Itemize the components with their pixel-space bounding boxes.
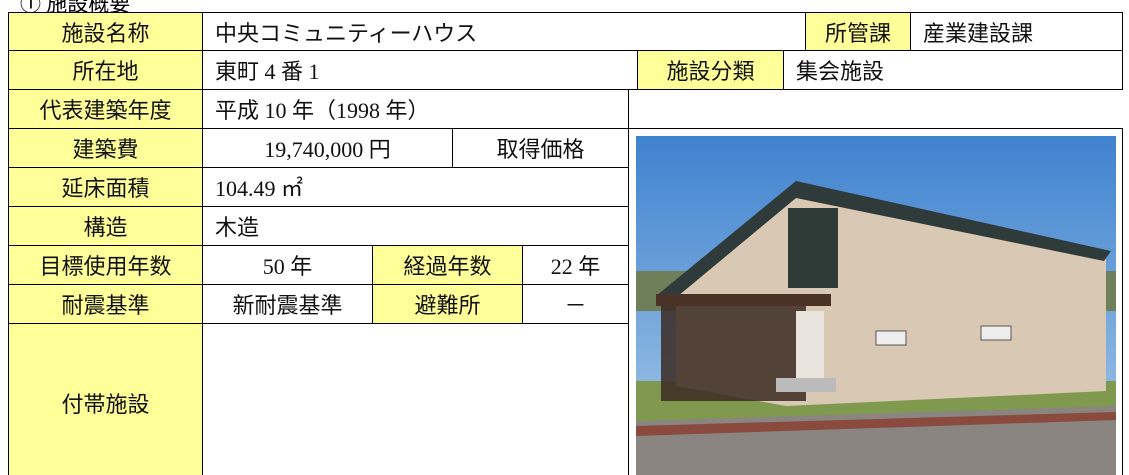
value: 中央コミュニティーハウス	[202, 12, 806, 51]
value: 集会施設	[783, 50, 1123, 90]
label: 取得価格	[452, 128, 629, 168]
label: 代表建築年度	[8, 89, 203, 129]
value: 平成 10 年（1998 年）	[202, 89, 629, 129]
label: 施設分類	[637, 50, 784, 90]
value: 19,740,000 円	[202, 128, 453, 168]
label: 目標使用年数	[8, 245, 203, 285]
value: 22 年	[522, 245, 629, 285]
value: 104.49 ㎡	[202, 167, 629, 207]
value: －	[522, 284, 629, 324]
value	[202, 323, 629, 475]
label: 所管課	[805, 12, 911, 51]
label: 建築費	[8, 128, 203, 168]
value: 産業建設課	[910, 12, 1123, 51]
label: 延床面積	[8, 167, 203, 207]
label: 経過年数	[372, 245, 523, 285]
value: 東町 4 番 1	[202, 50, 638, 90]
value: 新耐震基準	[202, 284, 373, 324]
label: 所在地	[8, 50, 203, 90]
value: 50 年	[202, 245, 373, 285]
photo	[636, 136, 1116, 475]
label: 構造	[8, 206, 203, 246]
label: 避難所	[372, 284, 523, 324]
label: 耐震基準	[8, 284, 203, 324]
label: 付帯施設	[8, 323, 203, 475]
label: 施設名称	[8, 12, 203, 51]
photo-frame	[628, 128, 1123, 475]
value: 木造	[202, 206, 629, 246]
